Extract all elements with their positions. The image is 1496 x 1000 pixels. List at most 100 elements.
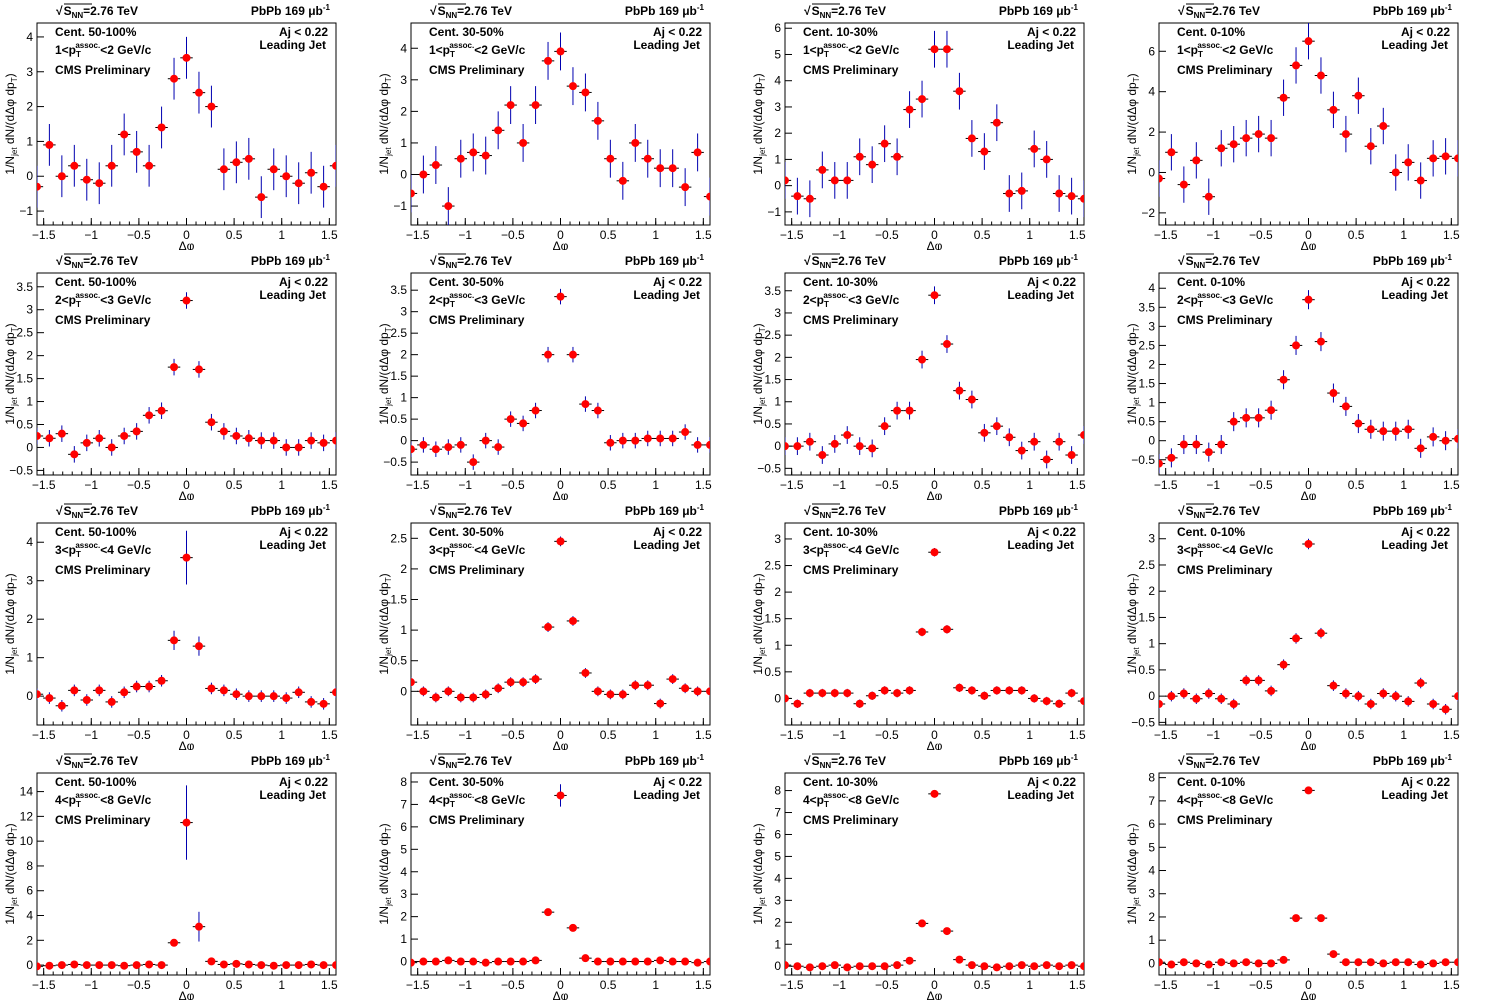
data-point xyxy=(319,699,328,708)
y-tick-label: 0 xyxy=(774,439,781,453)
x-tick-label: 1.5 xyxy=(1069,478,1086,492)
x-axis-label: Δφ xyxy=(553,489,569,500)
x-tick-label: 0.5 xyxy=(226,728,243,742)
data-point xyxy=(431,693,440,702)
data-point xyxy=(207,418,216,427)
data-point xyxy=(544,350,553,359)
y-tick-label: 3 xyxy=(400,73,407,87)
y-tick-label: 2 xyxy=(1148,584,1155,598)
data-point xyxy=(232,431,241,440)
data-point xyxy=(805,963,814,972)
y-axis-label: 1/Njet dN/(dΔφ dpT) xyxy=(751,573,767,674)
panel-10: −1.5 −1 −0.5 0 0.5 1 1.5 0 0.5 1 1.5 2 2.5 Δφ 1/Njet d… xyxy=(374,500,748,750)
data-point xyxy=(419,170,428,179)
data-series xyxy=(37,292,336,463)
leading-jet-label: Leading Jet xyxy=(1007,788,1074,802)
y-axis-label: 1/Njet dN/(dΔφ dpT) xyxy=(3,823,19,924)
x-tick-label: 1 xyxy=(652,478,659,492)
x-tick-label: −1 xyxy=(1206,478,1220,492)
data-point xyxy=(319,182,328,191)
y-axis-label: 1/Njet dN/(dΔφ dpT) xyxy=(1125,323,1141,424)
pt-range-label: 1<pTassoc.<2 GeV/c xyxy=(55,41,152,59)
luminosity-label: PbPb 169 μb-1 xyxy=(625,3,705,18)
data-point xyxy=(411,678,415,687)
x-tick-label: −1 xyxy=(84,228,98,242)
data-point xyxy=(1192,156,1201,165)
x-tick-label: 1.5 xyxy=(1443,478,1460,492)
data-point xyxy=(481,958,490,967)
y-tick-label: 1 xyxy=(26,134,33,148)
x-tick-label: 0 xyxy=(931,228,938,242)
y-tick-label: 3 xyxy=(400,887,407,901)
y-tick-label: 7 xyxy=(774,806,781,820)
x-tick-label: 0 xyxy=(557,978,564,992)
data-point xyxy=(1366,700,1375,709)
plot-frame xyxy=(784,772,1085,976)
data-point xyxy=(294,443,303,452)
x-tick-label: 0 xyxy=(931,478,938,492)
luminosity-label: PbPb 169 μb-1 xyxy=(625,503,705,518)
data-point xyxy=(1416,176,1425,185)
x-axis-label: Δφ xyxy=(1301,239,1317,250)
data-point xyxy=(568,923,577,932)
data-point xyxy=(830,439,839,448)
x-tick-label: −1.5 xyxy=(1154,978,1178,992)
y-tick-label: 2 xyxy=(400,104,407,118)
data-point xyxy=(1292,914,1301,923)
x-tick-label: −0.5 xyxy=(875,478,899,492)
y-tick-label: 8 xyxy=(1148,771,1155,785)
y-tick-label: 0 xyxy=(400,434,407,448)
y-tick-label: 5 xyxy=(400,842,407,856)
data-point xyxy=(1354,958,1363,967)
x-tick-label: −0.5 xyxy=(501,478,525,492)
data-point xyxy=(519,678,528,687)
luminosity-label: PbPb 169 μb-1 xyxy=(1373,753,1453,768)
data-point xyxy=(581,400,590,409)
luminosity-label: PbPb 169 μb-1 xyxy=(625,253,705,268)
data-point xyxy=(1404,958,1413,967)
x-tick-label: −1 xyxy=(832,978,846,992)
data-point xyxy=(631,957,640,966)
data-series xyxy=(1159,23,1458,215)
data-point xyxy=(456,957,465,966)
data-point xyxy=(294,961,303,970)
data-point xyxy=(618,436,627,445)
energy-label: √SNN=2.76 TeV xyxy=(804,504,886,520)
data-point xyxy=(1267,959,1276,968)
x-axis-label: Δφ xyxy=(1301,489,1317,500)
centrality-label: Cent. 0-10% xyxy=(1177,275,1245,289)
x-tick-label: 1 xyxy=(278,978,285,992)
data-point xyxy=(1354,692,1363,701)
y-tick-label: 6 xyxy=(26,884,33,898)
cms-preliminary-label: CMS Preliminary xyxy=(429,313,525,327)
cms-preliminary-label: CMS Preliminary xyxy=(429,563,525,577)
x-tick-label: 1.5 xyxy=(321,478,338,492)
data-point xyxy=(531,675,540,684)
data-point xyxy=(194,365,203,374)
x-tick-label: 1 xyxy=(1400,728,1407,742)
data-point xyxy=(681,183,690,192)
data-point xyxy=(855,442,864,451)
x-tick-label: −0.5 xyxy=(127,728,151,742)
data-point xyxy=(1329,105,1338,114)
data-point xyxy=(494,126,503,135)
panel-13: −1.5 −1 −0.5 0 0.5 1 1.5 0 2 4 6 8 10 12 14 Δφ 1/Njet dN… xyxy=(0,750,374,1000)
data-point xyxy=(307,168,316,177)
data-point xyxy=(282,694,291,703)
data-point xyxy=(905,406,914,415)
data-point xyxy=(1404,425,1413,434)
x-tick-label: −1.5 xyxy=(1154,228,1178,242)
data-point xyxy=(319,961,328,970)
data-point xyxy=(269,961,278,970)
data-point xyxy=(444,443,453,452)
x-tick-label: −0.5 xyxy=(875,228,899,242)
x-tick-label: 1.5 xyxy=(321,978,338,992)
data-point xyxy=(1366,425,1375,434)
x-tick-label: −0.5 xyxy=(501,728,525,742)
y-axis-label: 1/Njet dN/(dΔφ dpT) xyxy=(751,73,767,174)
data-point xyxy=(82,438,91,447)
data-point xyxy=(556,537,565,546)
data-series xyxy=(411,536,710,709)
data-point xyxy=(1279,955,1288,964)
cms-preliminary-label: CMS Preliminary xyxy=(55,563,151,577)
